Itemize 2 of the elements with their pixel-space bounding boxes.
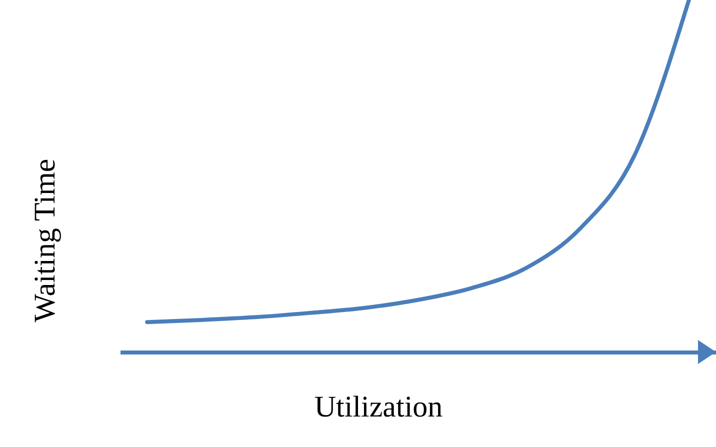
x-axis-title: Utilization [314,390,443,424]
y-axis-title: Waiting Time [28,158,62,322]
